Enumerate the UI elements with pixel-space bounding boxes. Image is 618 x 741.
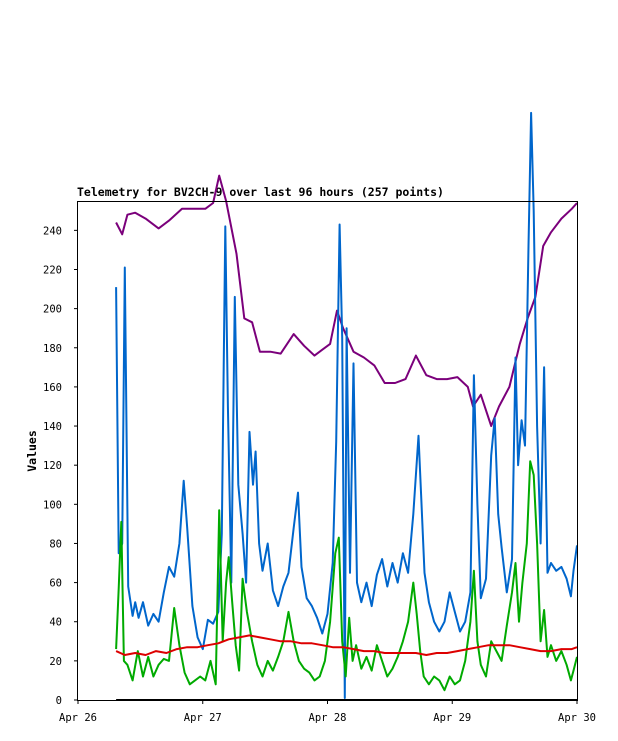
y-tick-label: 40 xyxy=(49,617,62,629)
series-line-3 xyxy=(115,460,578,692)
x-tick-label: Apr 29 xyxy=(433,712,471,724)
y-tick-label: 20 xyxy=(49,656,62,668)
axis-layer: 0 20 40 60 80 100 120 140 160 180 200 220 240 Apr 26 A… xyxy=(43,225,596,724)
y-tick-label: 100 xyxy=(43,499,62,511)
series-line-2 xyxy=(115,111,578,699)
y-tick-label: 60 xyxy=(49,578,62,590)
x-tick-label: Apr 26 xyxy=(59,712,97,724)
chart-title: Telemetry for BV2CH-9 over last 96 hours… xyxy=(77,185,444,199)
series-line-1 xyxy=(115,174,578,427)
y-tick-label: 80 xyxy=(49,538,62,550)
y-axis-label: Values xyxy=(25,430,39,472)
x-tick-label: Apr 28 xyxy=(309,712,347,724)
y-tick-label: 140 xyxy=(43,421,62,433)
y-tick-label: 200 xyxy=(43,304,62,316)
series-line-4 xyxy=(115,634,578,656)
plot-frame xyxy=(77,201,578,701)
series-layer xyxy=(115,111,578,701)
y-tick-label: 120 xyxy=(43,460,62,472)
x-tick-label: Apr 30 xyxy=(558,712,596,724)
x-tick-label: Apr 27 xyxy=(184,712,222,724)
y-tick-label: 240 xyxy=(43,225,62,237)
y-tick-label: 160 xyxy=(43,382,62,394)
y-tick-label: 220 xyxy=(43,264,62,276)
y-tick-label: 180 xyxy=(43,343,62,355)
y-tick-label: 0 xyxy=(56,695,62,707)
